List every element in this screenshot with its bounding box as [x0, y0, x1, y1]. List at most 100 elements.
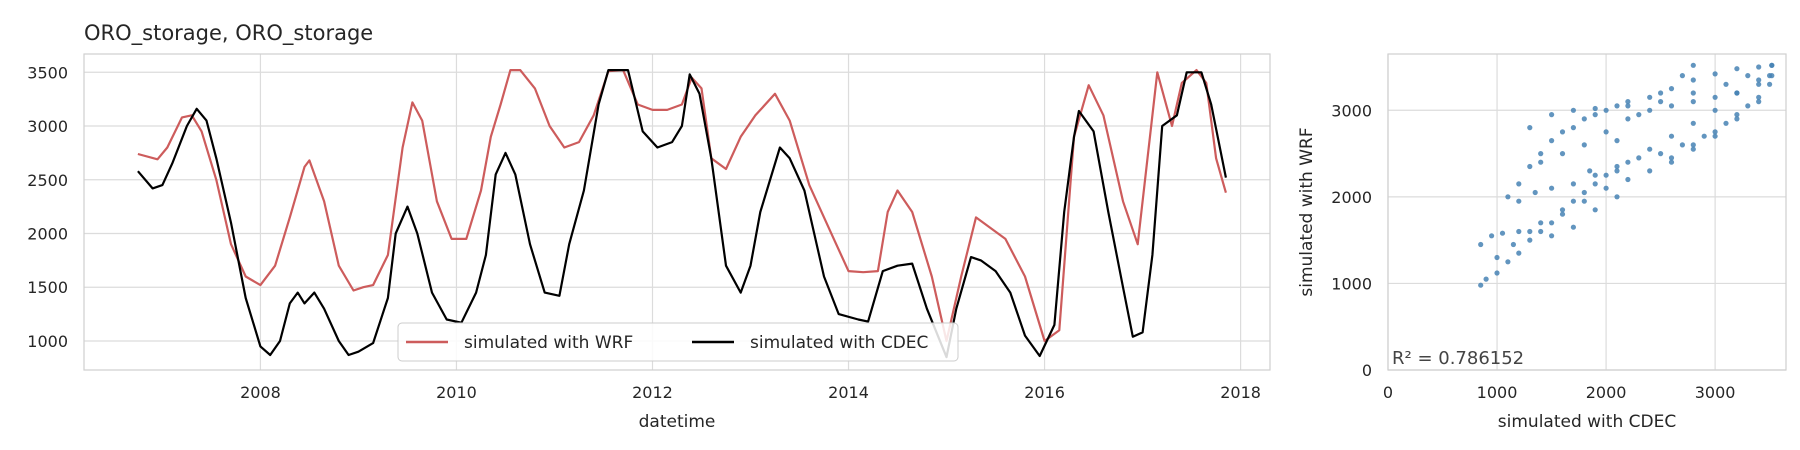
scatter-y-tick-label: 0: [1362, 361, 1372, 380]
scatter-point: [1734, 90, 1740, 96]
timeseries-x-tick-label: 2018: [1220, 383, 1261, 402]
scatter-point: [1712, 133, 1718, 139]
scatter-point: [1668, 86, 1675, 92]
scatter-point: [1516, 181, 1522, 187]
scatter-point: [1570, 181, 1576, 187]
timeseries-y-ticks: 1000 1500 2000 2500 3000 3500: [27, 63, 68, 351]
scatter-point: [1549, 185, 1555, 191]
scatter-point: [1483, 276, 1489, 282]
scatter-point: [1587, 168, 1593, 174]
scatter-point: [1581, 198, 1587, 204]
scatter-point: [1549, 112, 1555, 118]
scatter-point: [1494, 270, 1500, 276]
scatter-point: [1478, 241, 1484, 248]
legend-box: [397, 322, 959, 362]
scatter-x-tick-label: 1000: [1477, 383, 1518, 402]
scatter-point: [1592, 207, 1598, 213]
scatter-point: [1723, 81, 1729, 87]
scatter-y-tick-label: 3000: [1331, 101, 1372, 120]
scatter-point: [1636, 112, 1642, 118]
scatter-point: [1647, 107, 1653, 113]
timeseries-x-tick-label: 2012: [632, 383, 673, 402]
scatter-x-tick-label: 3000: [1695, 383, 1736, 402]
scatter-point: [1756, 99, 1762, 105]
scatter-point: [1767, 81, 1773, 87]
scatter-point: [1679, 142, 1685, 148]
timeseries-x-ticks: 2008 2010 2012 2014 2016 2018: [240, 383, 1261, 402]
scatter-x-axis-label: simulated with CDEC: [1498, 412, 1676, 432]
timeseries-lines: [137, 69, 1227, 359]
scatter-y-tick-label: 1000: [1331, 274, 1372, 293]
scatter-point: [1723, 120, 1729, 126]
scatter-point: [1712, 129, 1718, 135]
scatter-point: [1734, 116, 1740, 122]
scatter-point: [1527, 125, 1533, 131]
scatter-point: [1647, 94, 1653, 100]
scatter-point: [1603, 185, 1609, 191]
timeseries-x-axis-label: datetime: [639, 412, 716, 432]
scatter-point: [1559, 211, 1566, 217]
timeseries-y-tick-label: 1000: [27, 332, 68, 351]
scatter-plot-frame: [1387, 53, 1787, 371]
scatter-point: [1559, 129, 1566, 135]
scatter-point: [1581, 142, 1587, 148]
series-line-wrf: [137, 69, 1227, 343]
scatter-point: [1532, 189, 1538, 196]
scatter-point: [1549, 220, 1555, 226]
scatter-point: [1690, 77, 1696, 83]
scatter-point: [1494, 254, 1500, 261]
scatter-point: [1668, 133, 1675, 139]
scatter-point: [1505, 194, 1511, 200]
timeseries-gridlines: [84, 54, 1270, 370]
scatter-point: [1549, 138, 1555, 144]
scatter-point: [1559, 207, 1566, 213]
scatter-point: [1527, 228, 1533, 235]
timeseries-plot-frame: [83, 53, 1271, 371]
timeseries-y-tick-label: 3000: [27, 117, 68, 136]
scatter-point: [1625, 116, 1631, 122]
scatter-point: [1570, 224, 1576, 230]
scatter-point: [1516, 228, 1522, 235]
scatter-point: [1603, 129, 1609, 135]
scatter-point: [1499, 230, 1506, 236]
scatter-point: [1690, 120, 1696, 126]
timeseries-y-tick-label: 1500: [27, 278, 68, 297]
timeseries-x-tick-label: 2010: [436, 383, 477, 402]
r-squared-annotation: R² = 0.786152: [1392, 348, 1524, 369]
scatter-point: [1527, 237, 1533, 243]
scatter-point: [1538, 220, 1544, 226]
scatter-point: [1592, 112, 1598, 118]
chart-title: ORO_storage, ORO_storage: [84, 21, 373, 46]
scatter-point: [1712, 107, 1718, 113]
scatter-point: [1745, 73, 1751, 79]
scatter-point: [1559, 151, 1566, 157]
scatter-point: [1745, 103, 1751, 109]
scatter-point: [1614, 138, 1620, 144]
scatter-point: [1516, 198, 1522, 204]
scatter-point: [1756, 77, 1762, 83]
scatter-point: [1679, 73, 1685, 79]
scatter-point: [1734, 66, 1740, 72]
scatter-point: [1756, 81, 1762, 87]
scatter-point: [1538, 228, 1544, 235]
scatter-y-ticks: 0 1000 2000 3000: [1331, 101, 1372, 380]
scatter-point: [1538, 159, 1544, 165]
scatter-point: [1690, 146, 1696, 152]
scatter-point: [1658, 99, 1664, 105]
scatter-point: [1690, 142, 1696, 148]
scatter-point: [1756, 94, 1762, 100]
scatter-point: [1516, 250, 1522, 256]
timeseries-y-tick-label: 2500: [27, 171, 68, 190]
scatter-point: [1592, 105, 1598, 112]
scatter-point: [1592, 172, 1598, 178]
scatter-point: [1769, 62, 1775, 68]
scatter-point: [1570, 107, 1576, 113]
scatter-point: [1510, 241, 1516, 248]
scatter-point: [1690, 62, 1696, 68]
scatter-point: [1647, 146, 1653, 152]
series-line-cdec: [137, 69, 1227, 359]
scatter-y-tick-label: 2000: [1331, 188, 1372, 207]
scatter-point: [1668, 159, 1675, 165]
